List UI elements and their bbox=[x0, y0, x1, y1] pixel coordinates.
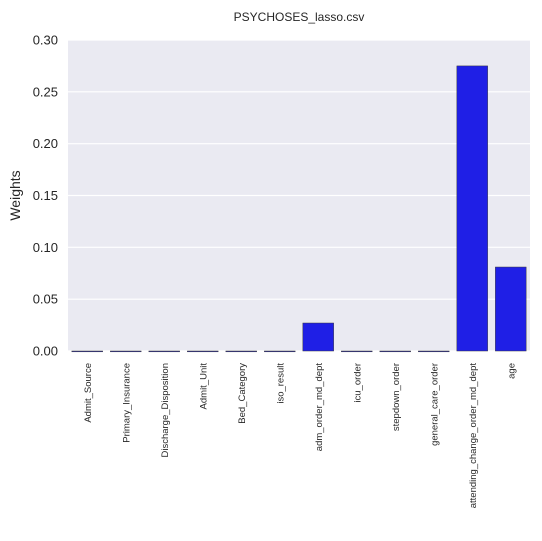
x-tick-label: stepdown_order bbox=[391, 363, 402, 431]
x-tick-labels: Admit_Source Primary_Insurance Discharge_D… bbox=[83, 363, 518, 509]
bar-icu-order bbox=[341, 350, 373, 353]
x-tick-label: Bed_Category bbox=[237, 363, 248, 424]
bar-admit-unit bbox=[187, 350, 219, 353]
bar-general-care-order bbox=[418, 350, 450, 353]
x-tick-label: adm_order_md_dept bbox=[314, 363, 325, 452]
x-tick-label: attending_change_order_md_dept bbox=[468, 363, 479, 509]
y-tick-label: 0.05 bbox=[33, 292, 58, 307]
bar-iso-result bbox=[264, 350, 296, 353]
x-tick-label: Discharge_Disposition bbox=[160, 363, 171, 458]
x-tick-label: general_care_order bbox=[429, 363, 440, 446]
bar-stepdown-order bbox=[379, 350, 411, 353]
chart-title: PSYCHOSES_lasso.csv bbox=[234, 10, 365, 24]
bar-age bbox=[495, 266, 527, 352]
x-tick-label: age bbox=[506, 363, 517, 379]
bar-attending-change-order-md-dept bbox=[456, 65, 488, 352]
bar-primary-insurance bbox=[110, 350, 142, 353]
gridlines bbox=[68, 39, 530, 352]
y-axis-label: Weights bbox=[7, 170, 23, 220]
bars bbox=[71, 65, 527, 353]
bar-admit-source bbox=[71, 350, 103, 353]
y-tick-label: 0.00 bbox=[33, 344, 58, 359]
y-tick-label: 0.10 bbox=[33, 240, 58, 255]
x-tick-label: Admit_Source bbox=[83, 363, 94, 423]
bar-bed-category bbox=[225, 350, 257, 353]
x-tick-label: icu_order bbox=[352, 363, 363, 403]
y-tick-labels: 0.00 0.05 0.10 0.15 0.20 0.25 0.30 bbox=[33, 33, 58, 359]
x-tick-label: iso_result bbox=[275, 363, 286, 404]
y-tick-label: 0.30 bbox=[33, 33, 58, 48]
bar-discharge-disposition bbox=[148, 350, 180, 353]
x-tick-label: Primary_Insurance bbox=[121, 363, 132, 443]
y-tick-label: 0.25 bbox=[33, 84, 58, 99]
x-tick-label: Admit_Unit bbox=[198, 363, 209, 410]
bar-adm-order-md-dept bbox=[302, 322, 334, 352]
y-tick-label: 0.20 bbox=[33, 136, 58, 151]
y-tick-label: 0.15 bbox=[33, 188, 58, 203]
